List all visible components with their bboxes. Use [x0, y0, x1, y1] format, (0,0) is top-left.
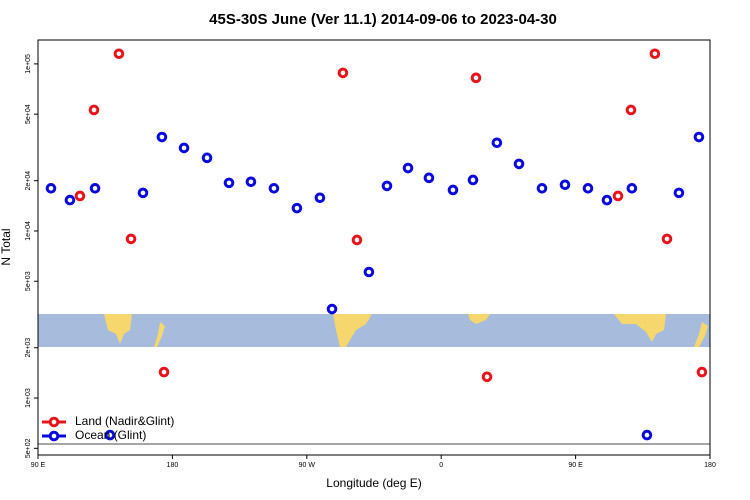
point — [64, 194, 76, 206]
point — [104, 429, 116, 441]
land — [333, 314, 372, 347]
land — [614, 314, 666, 342]
point — [612, 190, 624, 202]
point — [649, 48, 661, 60]
land — [104, 314, 132, 344]
point — [696, 366, 708, 378]
point — [125, 233, 137, 245]
point — [641, 429, 653, 441]
x-tick-label: 0 — [439, 462, 443, 469]
y-tick-label: 2e+03 — [25, 338, 32, 358]
point — [481, 371, 493, 383]
land — [154, 322, 165, 347]
point — [74, 190, 86, 202]
point — [381, 180, 393, 192]
x-tick-label: 90 E — [568, 462, 583, 469]
point — [337, 67, 349, 79]
x-tick-label: 180 — [167, 462, 179, 469]
land — [468, 314, 490, 324]
point — [536, 183, 548, 194]
point — [45, 183, 57, 194]
point — [625, 104, 637, 116]
point — [88, 104, 100, 116]
y-axis-label: N Total — [0, 228, 13, 265]
point — [137, 187, 149, 199]
point — [268, 183, 280, 194]
point — [245, 176, 257, 188]
point — [673, 187, 685, 199]
point — [582, 183, 594, 194]
map-strip — [38, 314, 710, 347]
point — [178, 142, 190, 154]
legend-label: Ocean (Glint) — [75, 428, 146, 442]
ocean-band — [38, 314, 710, 347]
legend-marker — [48, 416, 60, 428]
legend-label: Land (Nadir&Glint) — [75, 414, 174, 428]
point — [156, 131, 168, 143]
point — [326, 303, 338, 315]
point — [113, 48, 125, 60]
legend-marker — [48, 430, 60, 442]
y-tick-label: 5e+03 — [25, 271, 32, 291]
point — [291, 202, 303, 214]
plot-frame — [37, 39, 711, 456]
point — [513, 158, 525, 170]
x-axis-label: Longitude (deg E) — [326, 476, 421, 490]
point — [201, 152, 213, 164]
point — [559, 179, 571, 191]
y-tick-label: 5e+04 — [25, 104, 32, 124]
point — [402, 162, 414, 174]
point — [447, 184, 459, 196]
point — [491, 137, 503, 149]
point — [470, 72, 482, 84]
y-tick-label: 2e+04 — [25, 171, 32, 191]
y-tick-label: 1e+05 — [25, 54, 32, 74]
point — [363, 266, 375, 278]
point — [223, 177, 235, 189]
point — [626, 183, 638, 194]
point — [423, 172, 435, 184]
land — [694, 322, 708, 347]
chart-title: 45S-30S June (Ver 11.1) 2014-09-06 to 20… — [209, 11, 557, 28]
point — [467, 174, 479, 186]
point — [314, 192, 326, 204]
y-tick-label: 1e+03 — [25, 388, 32, 408]
point — [158, 366, 170, 378]
point — [351, 234, 363, 246]
y-tick-label: 5e+02 — [25, 438, 32, 458]
point — [661, 233, 673, 245]
x-tick-label: 180 — [704, 462, 716, 469]
x-tick-label: 90 W — [299, 462, 316, 469]
x-tick-label: 90 E — [31, 462, 46, 469]
point — [601, 194, 613, 206]
point — [89, 183, 101, 194]
point — [693, 131, 705, 143]
y-tick-label: 1e+04 — [25, 221, 32, 241]
